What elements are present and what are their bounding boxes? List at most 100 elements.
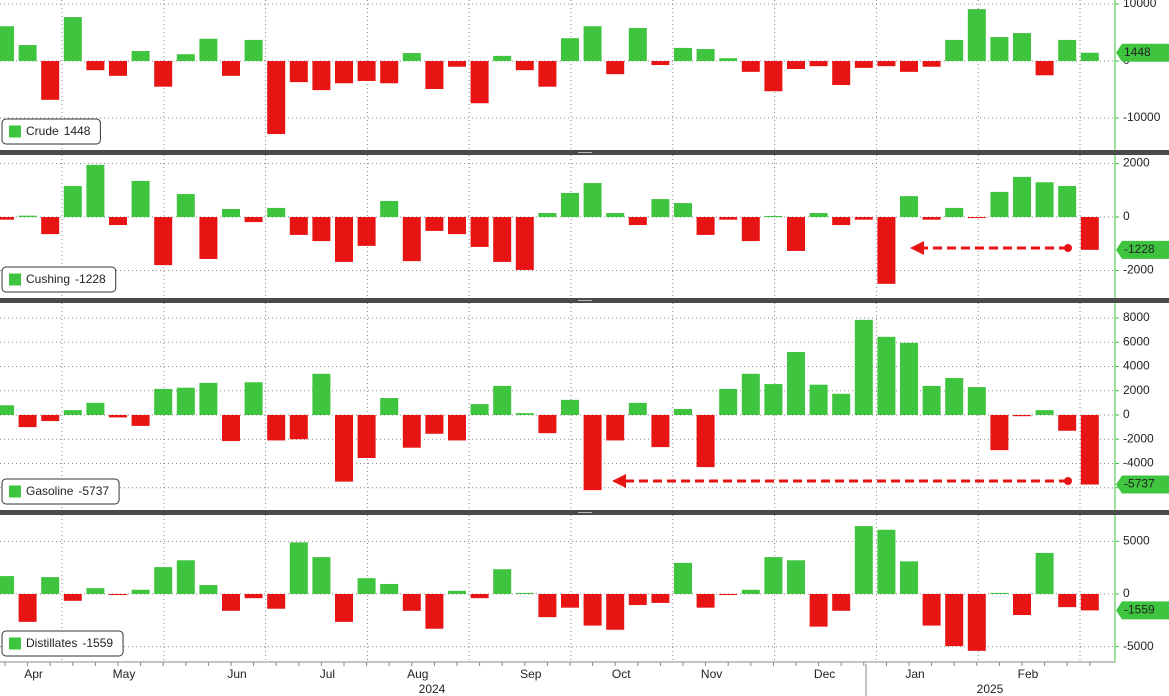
legend-name: Crude (26, 124, 59, 138)
bar (448, 414, 466, 441)
bar (154, 61, 173, 87)
annotation-head (612, 474, 626, 488)
bar (1058, 186, 1077, 218)
bar (900, 61, 918, 72)
bar (651, 61, 670, 66)
bar (606, 213, 625, 218)
bar (809, 61, 828, 67)
y-tick-label: 4000 (1123, 359, 1150, 373)
bar (832, 593, 851, 611)
legend-swatch (9, 273, 21, 286)
bar (764, 215, 783, 218)
y-tick-label: 5000 (1123, 533, 1150, 547)
bar (945, 593, 964, 647)
bar (719, 388, 738, 415)
bar (18, 414, 37, 428)
bar (470, 61, 489, 104)
last-value-label: 1448 (1124, 45, 1151, 59)
y-tick-label: 2000 (1123, 156, 1150, 170)
bar (561, 38, 579, 62)
bar (538, 61, 557, 87)
bar (176, 387, 195, 415)
last-value-tag (1116, 240, 1169, 259)
legend-name: Cushing (26, 272, 70, 286)
bar (425, 61, 444, 89)
bar (832, 393, 851, 415)
bar (335, 61, 353, 84)
bar (222, 593, 240, 611)
bar (63, 186, 82, 218)
bar (109, 217, 127, 226)
bar (470, 593, 489, 599)
bar (945, 207, 964, 218)
bar (967, 387, 986, 415)
bar (583, 26, 602, 62)
bar (1013, 33, 1031, 62)
bar (606, 61, 625, 75)
bar (402, 414, 421, 448)
bar (719, 217, 738, 220)
bar (1013, 593, 1031, 616)
bar (1080, 414, 1099, 485)
bar (854, 319, 873, 415)
bar (86, 588, 105, 594)
bar (515, 413, 534, 415)
bar (312, 557, 331, 594)
bar (967, 9, 986, 62)
bar (628, 27, 647, 62)
bar (741, 217, 760, 242)
bar (583, 183, 602, 218)
bar (741, 373, 760, 415)
bar (335, 414, 353, 482)
bar (628, 217, 647, 226)
bar (0, 405, 14, 415)
bar (1058, 39, 1077, 62)
legend-name: Distillates (26, 636, 77, 650)
bar (561, 593, 579, 608)
bar (109, 593, 127, 596)
legend-name: Gasoline (26, 484, 74, 498)
bar (289, 61, 308, 83)
last-value-label: -5737 (1124, 477, 1155, 491)
bar (244, 382, 263, 415)
bar (448, 590, 466, 594)
bar (651, 414, 670, 448)
bar (380, 583, 399, 594)
bar (312, 217, 331, 242)
bar (945, 39, 964, 62)
bar (696, 414, 715, 468)
bar (176, 194, 195, 218)
bar (1080, 217, 1099, 250)
bar (809, 593, 828, 627)
bar (63, 17, 82, 62)
bar (945, 378, 964, 415)
bar (244, 39, 263, 62)
bar (448, 61, 466, 67)
bar (402, 593, 421, 611)
bar (877, 61, 896, 67)
bar (470, 404, 489, 415)
bar (538, 414, 557, 434)
bar (1013, 414, 1031, 417)
bar (967, 217, 986, 219)
annotation-dot (1064, 477, 1072, 485)
bar (470, 217, 489, 247)
bar (583, 593, 602, 626)
bar (18, 593, 37, 622)
bar (18, 45, 37, 62)
bar (357, 61, 376, 81)
y-tick-label: -2000 (1123, 263, 1154, 277)
bar (674, 47, 692, 62)
bar (606, 593, 625, 630)
bar (674, 408, 692, 415)
bar (764, 384, 783, 415)
bar (922, 217, 941, 220)
y-tick-label: 6000 (1123, 334, 1150, 348)
x-tick-label: Apr (24, 667, 43, 681)
bar (538, 593, 557, 618)
legend: Cushing -1228 (1, 266, 117, 293)
x-tick-label: Jun (227, 667, 246, 681)
bar (674, 562, 692, 594)
